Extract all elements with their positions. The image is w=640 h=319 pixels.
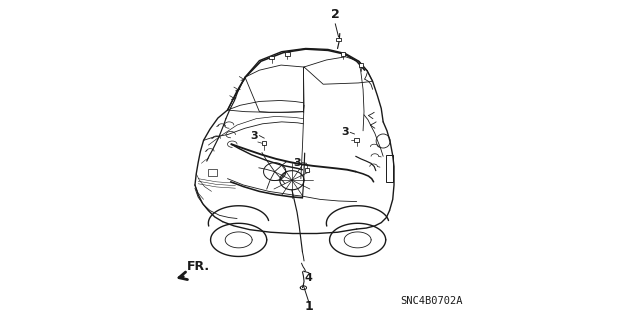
Text: 1: 1 bbox=[305, 300, 313, 313]
Bar bbox=[305, 168, 309, 172]
Text: SNC4B0702A: SNC4B0702A bbox=[401, 296, 463, 307]
Text: 3: 3 bbox=[293, 158, 301, 168]
Bar bbox=[340, 52, 345, 56]
Text: FR.: FR. bbox=[188, 260, 211, 273]
Bar bbox=[336, 38, 340, 41]
Bar bbox=[269, 56, 274, 59]
Bar bbox=[208, 169, 218, 176]
Bar bbox=[262, 141, 266, 145]
Bar bbox=[386, 155, 393, 182]
Text: 4: 4 bbox=[305, 272, 313, 283]
Text: 3: 3 bbox=[250, 130, 258, 141]
Bar bbox=[358, 63, 363, 67]
Text: 3: 3 bbox=[341, 127, 349, 137]
Bar bbox=[355, 138, 359, 142]
Text: 2: 2 bbox=[331, 8, 340, 21]
Bar bbox=[285, 52, 290, 56]
